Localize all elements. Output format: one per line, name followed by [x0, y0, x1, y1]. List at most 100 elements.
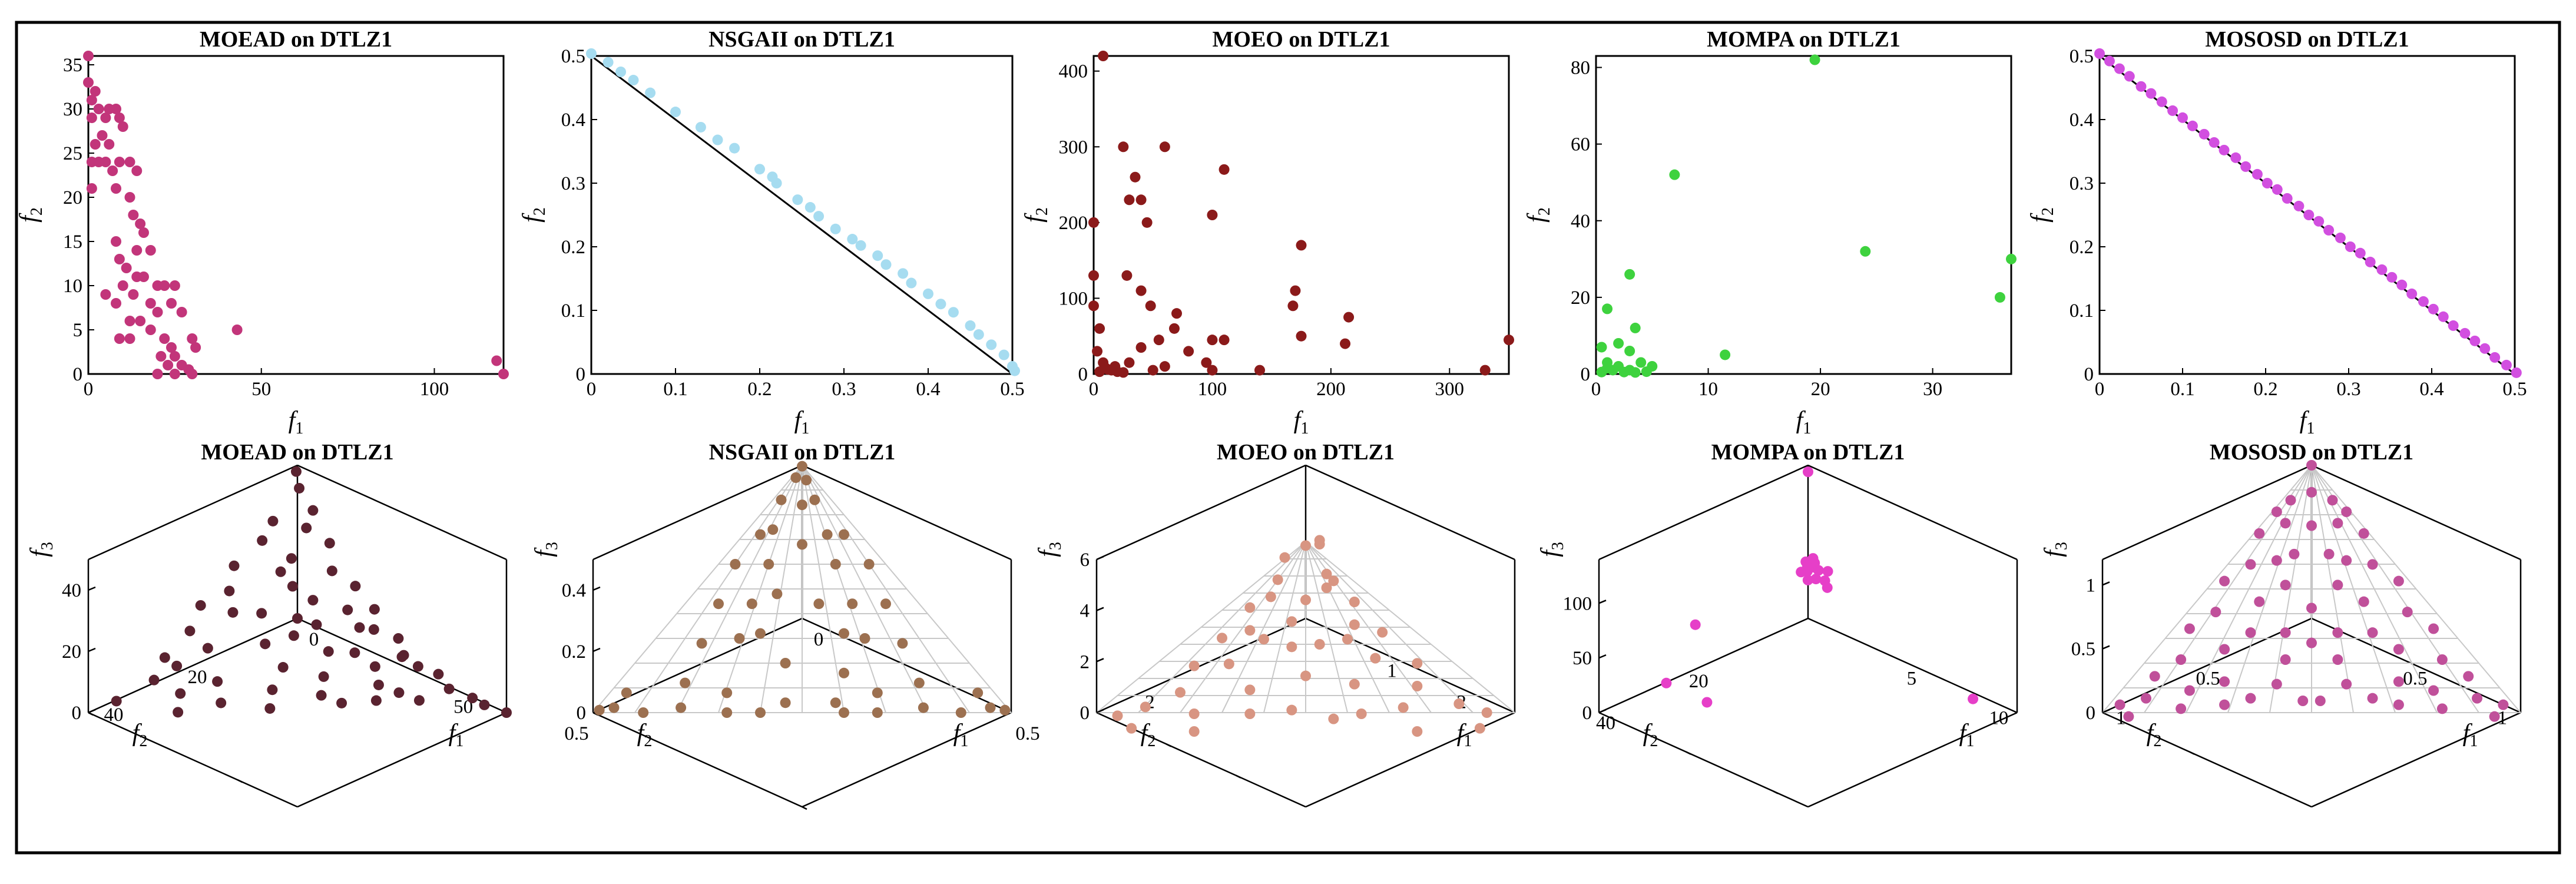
data-point: [2254, 596, 2265, 607]
data-point: [809, 494, 820, 505]
data-point: [307, 505, 319, 516]
data-point: [880, 259, 892, 270]
front-mesh-line: [802, 465, 970, 713]
data-point: [114, 157, 125, 167]
data-point: [229, 560, 240, 571]
data-point: [166, 342, 177, 353]
data-point: [1661, 677, 1672, 688]
front-mesh-line: [802, 465, 845, 713]
data-point: [1112, 710, 1123, 721]
data-point: [479, 699, 490, 710]
data-point: [2271, 555, 2282, 566]
data-point: [2341, 506, 2352, 517]
data-point: [2313, 216, 2325, 227]
data-point: [124, 333, 135, 344]
data-point: [608, 702, 620, 713]
data-point: [100, 157, 111, 167]
data-point: [1630, 367, 1641, 378]
y-axis-label: f2: [133, 720, 148, 750]
moeo-3d-plot: MOEO on DTLZ10246122f1f2f3: [1034, 440, 1516, 808]
data-point: [1412, 726, 1423, 737]
y-tick-label: 0.2: [561, 237, 585, 258]
box-edge: [592, 464, 803, 561]
x-tick-mark: [1166, 743, 1171, 747]
data-point: [2418, 296, 2429, 307]
plot-title: MOMPA on DTLZ1: [1707, 27, 1900, 52]
data-point: [1328, 575, 1339, 587]
data-point: [1244, 602, 1256, 613]
x-tick-mark: [2189, 751, 2195, 755]
front-mesh-line: [2311, 465, 2396, 713]
svg-text:f1: f1: [449, 720, 464, 750]
data-point: [369, 604, 380, 615]
z-tick-label: 0: [1582, 703, 1592, 724]
data-point: [1217, 633, 1227, 644]
x-tick-label: 0: [84, 379, 94, 400]
svg-text:f1: f1: [2300, 407, 2315, 438]
plot-area: [1595, 55, 2012, 375]
data-point: [2511, 367, 2522, 378]
data-point: [124, 192, 135, 203]
front-mesh-line: [676, 465, 803, 713]
data-point: [131, 165, 143, 176]
data-point: [2184, 623, 2195, 634]
y-axis-label: f2: [1021, 207, 1051, 223]
data-point: [2332, 627, 2343, 638]
data-point: [307, 595, 319, 606]
data-point: [135, 218, 146, 229]
y-tick-label: 1: [2116, 707, 2126, 729]
x-tick-label: 0.2: [2253, 379, 2277, 400]
y-axis-label: f2: [1141, 720, 1156, 750]
data-point: [999, 704, 1011, 716]
z-tick-label: 0.2: [562, 641, 586, 663]
data-point: [187, 333, 198, 344]
data-point: [159, 280, 170, 291]
y-tick-label: 80: [1571, 58, 1590, 79]
mososd-2d-plot: MOSOSD on DTLZ1 0 0.1 0.2 0.3 0.4 0.5 0 0.1 0.2 0.…: [2027, 27, 2527, 438]
data-point: [594, 704, 605, 716]
data-point: [294, 482, 305, 494]
mompa-3d-plot: MOMPA on DTLZ1 0 50 100 5 10 20 40 f1 f2 f3: [1537, 440, 2018, 808]
data-point: [1321, 568, 1332, 580]
data-point: [138, 227, 149, 238]
plot-title: MOEO on DTLZ1: [1213, 27, 1390, 52]
z-tick-mark: [1598, 600, 1607, 604]
box-edge: [1807, 711, 2018, 808]
data-point: [1994, 292, 2005, 303]
data-point: [86, 95, 97, 105]
data-point: [847, 234, 858, 245]
data-point: [1168, 323, 1180, 334]
x-tick-label: 0: [1089, 379, 1099, 400]
x-axis-label: f1: [1796, 407, 1812, 438]
data-point: [2272, 184, 2283, 195]
x-tick-label: 0: [587, 379, 597, 400]
y-tick-label: 20: [188, 667, 207, 688]
z-tick-label: 1: [2086, 575, 2096, 596]
z-tick-label: 6: [1080, 549, 1090, 571]
data-point: [2341, 678, 2352, 690]
data-point: [1822, 582, 1833, 593]
data-point: [1126, 723, 1137, 734]
data-point: [1124, 194, 1135, 206]
x-tick-mark: [2276, 790, 2282, 794]
x-tick-label: 0: [814, 629, 824, 650]
data-point: [2365, 256, 2376, 267]
data-point: [97, 130, 108, 141]
data-point: [2104, 55, 2115, 67]
data-point: [393, 633, 404, 644]
data-point: [2271, 678, 2282, 690]
data-point: [2393, 676, 2404, 687]
y-tick-label: 35: [63, 55, 82, 76]
data-point: [2332, 580, 2343, 591]
data-point: [152, 307, 163, 317]
data-point: [171, 660, 183, 671]
data-point: [433, 668, 444, 680]
y-tick-label: 25: [63, 143, 82, 164]
data-point: [287, 581, 298, 592]
z-tick-mark: [592, 586, 601, 591]
data-point: [2149, 671, 2160, 682]
data-point: [2140, 693, 2151, 704]
data-point: [1796, 567, 1807, 578]
